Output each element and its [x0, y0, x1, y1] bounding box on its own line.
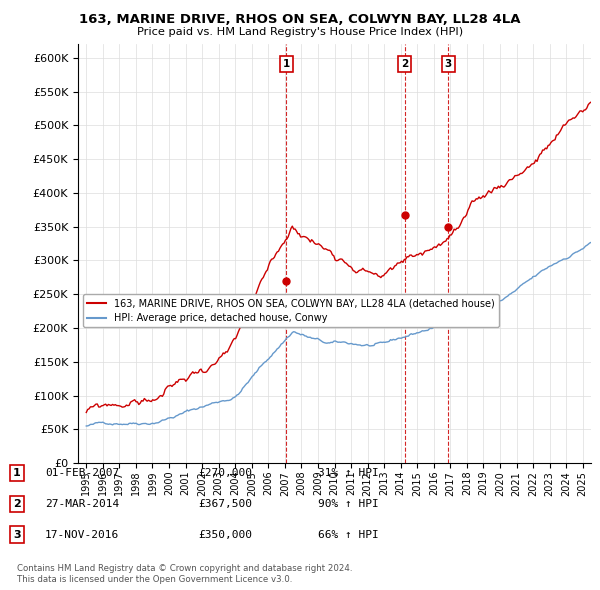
Text: £350,000: £350,000 — [198, 530, 252, 539]
Text: 1: 1 — [13, 468, 20, 478]
Text: This data is licensed under the Open Government Licence v3.0.: This data is licensed under the Open Gov… — [17, 575, 292, 584]
Text: £270,000: £270,000 — [198, 468, 252, 478]
Text: Price paid vs. HM Land Registry's House Price Index (HPI): Price paid vs. HM Land Registry's House … — [137, 27, 463, 37]
Text: 1: 1 — [283, 59, 290, 69]
Text: 17-NOV-2016: 17-NOV-2016 — [45, 530, 119, 539]
Text: 66% ↑ HPI: 66% ↑ HPI — [318, 530, 379, 539]
Text: £367,500: £367,500 — [198, 499, 252, 509]
Text: 31% ↑ HPI: 31% ↑ HPI — [318, 468, 379, 478]
Text: 01-FEB-2007: 01-FEB-2007 — [45, 468, 119, 478]
Text: Contains HM Land Registry data © Crown copyright and database right 2024.: Contains HM Land Registry data © Crown c… — [17, 565, 352, 573]
Text: 90% ↑ HPI: 90% ↑ HPI — [318, 499, 379, 509]
Text: 2: 2 — [401, 59, 408, 69]
Text: 3: 3 — [13, 530, 20, 539]
Text: 3: 3 — [445, 59, 452, 69]
Legend: 163, MARINE DRIVE, RHOS ON SEA, COLWYN BAY, LL28 4LA (detached house), HPI: Aver: 163, MARINE DRIVE, RHOS ON SEA, COLWYN B… — [83, 294, 499, 327]
Text: 163, MARINE DRIVE, RHOS ON SEA, COLWYN BAY, LL28 4LA: 163, MARINE DRIVE, RHOS ON SEA, COLWYN B… — [79, 13, 521, 26]
Text: 2: 2 — [13, 499, 20, 509]
Text: 27-MAR-2014: 27-MAR-2014 — [45, 499, 119, 509]
